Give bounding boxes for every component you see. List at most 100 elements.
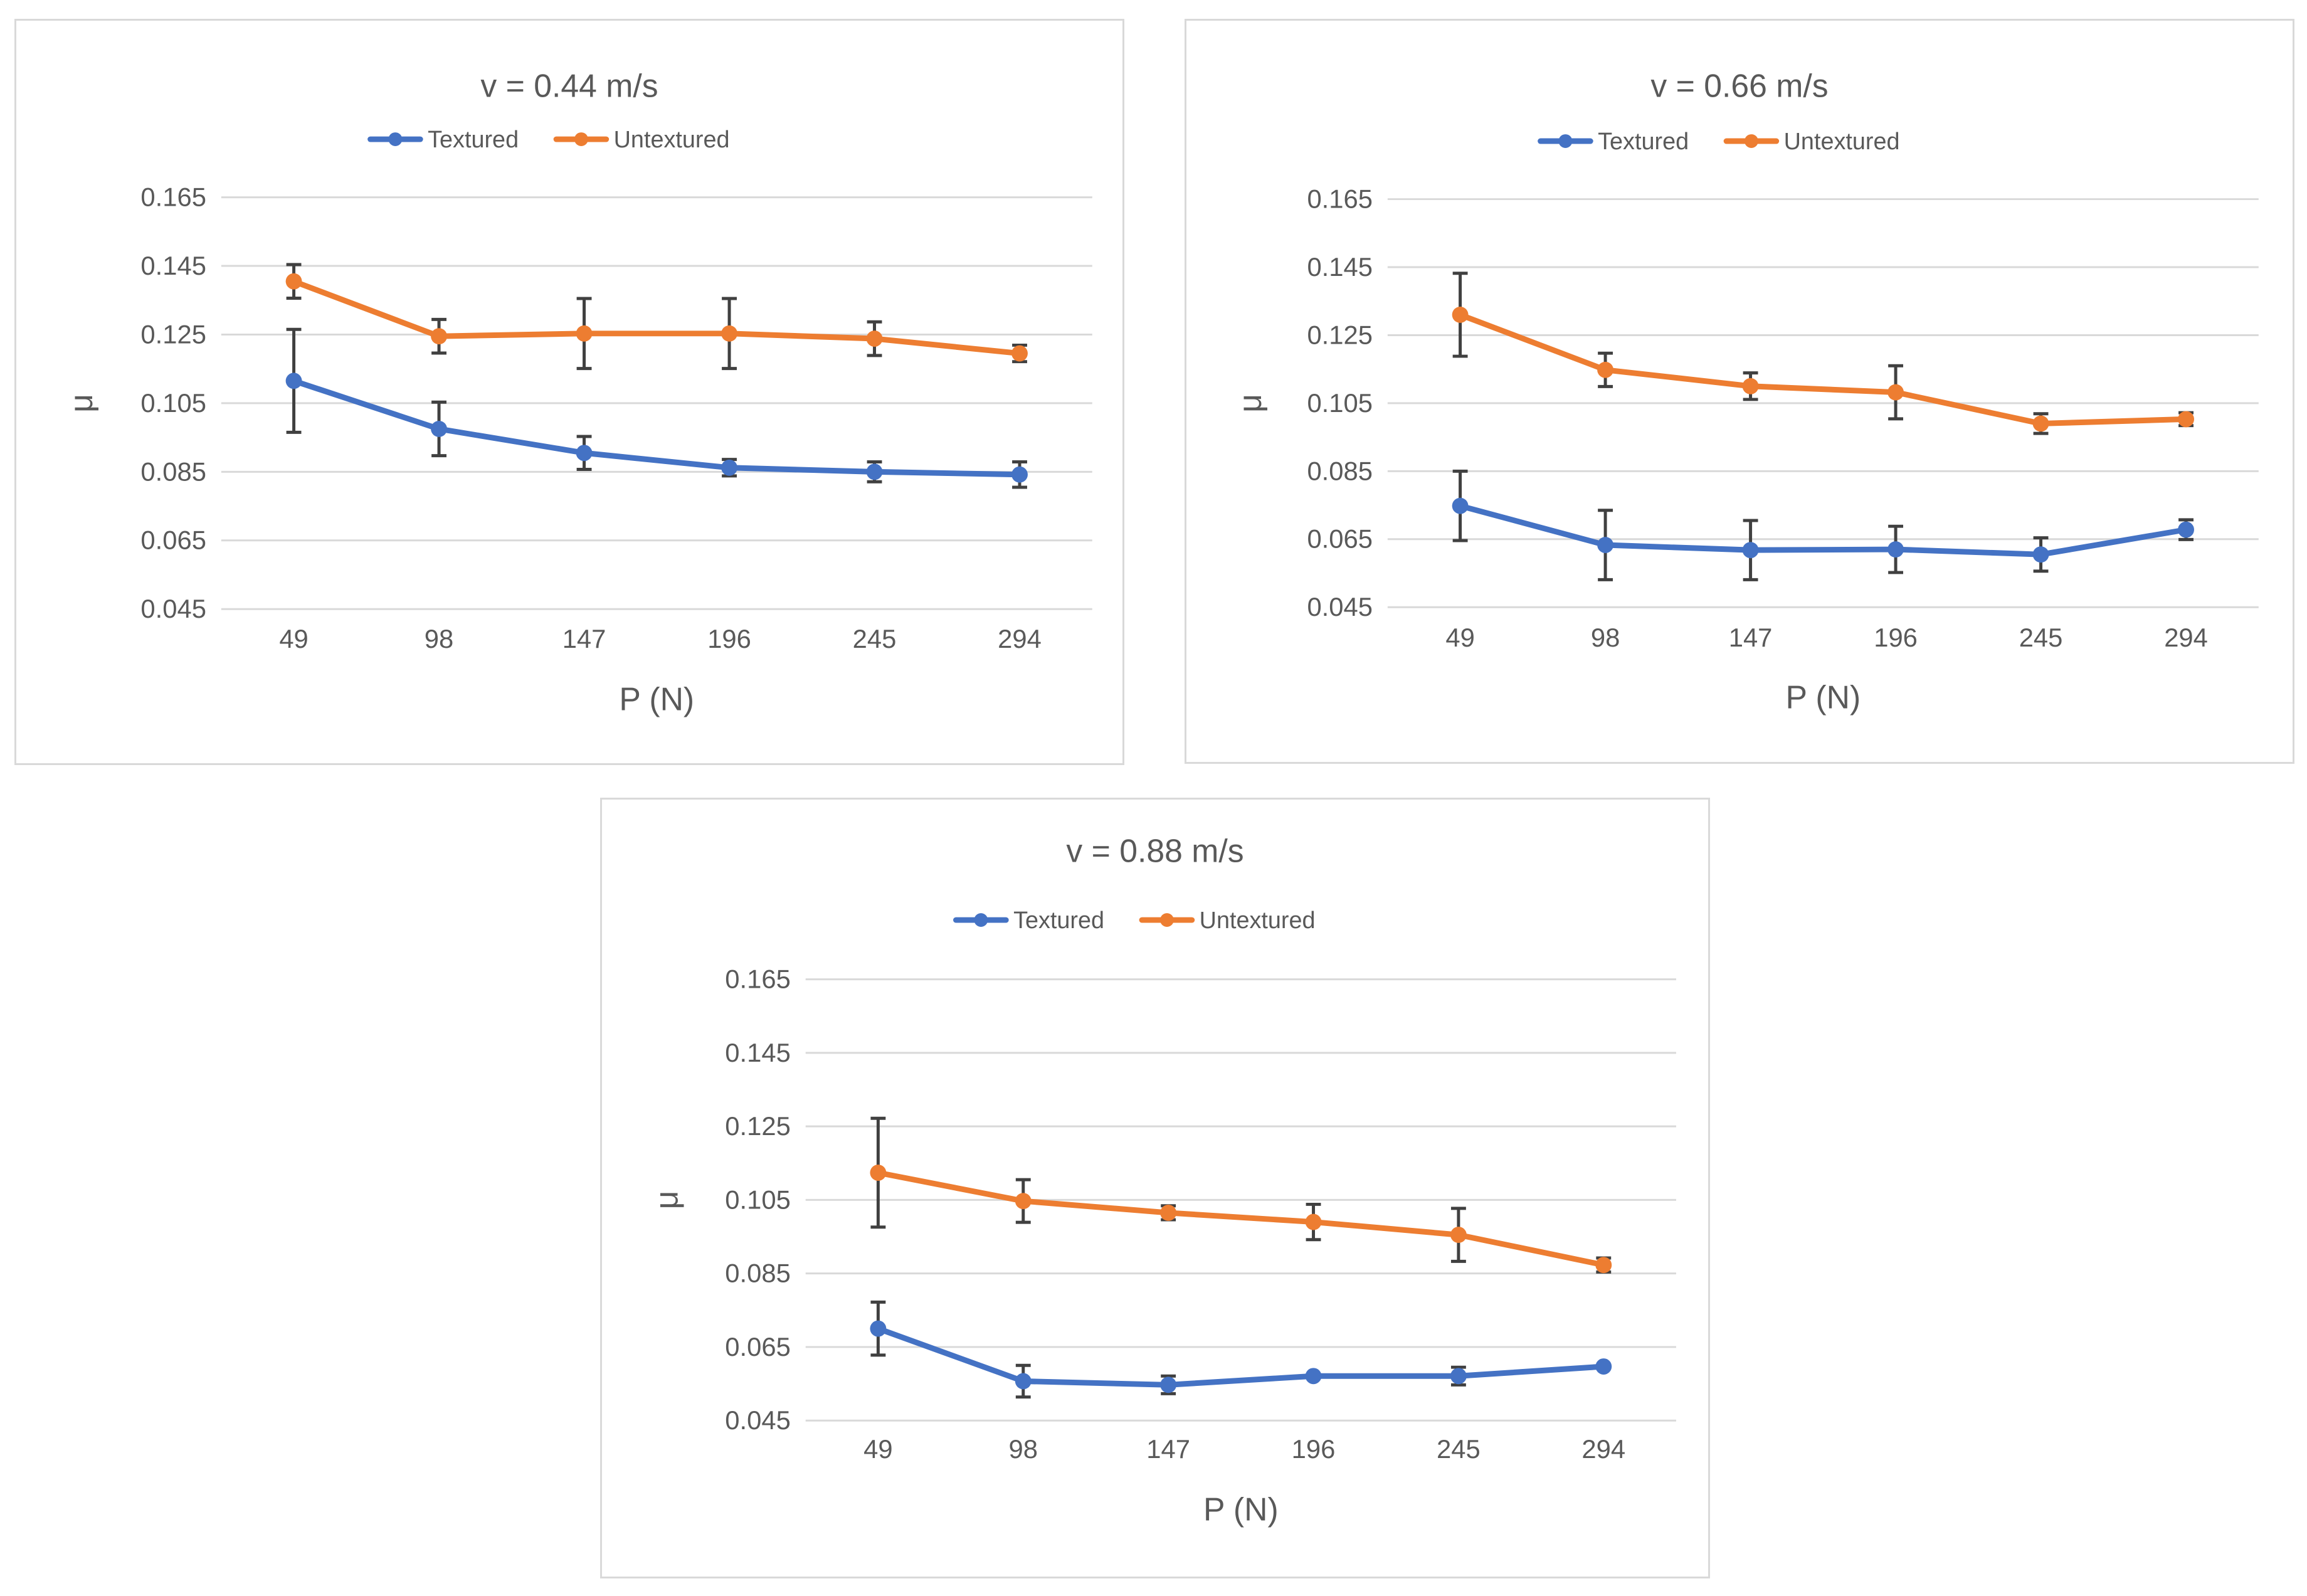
y-tick-label: 0.105 (140, 388, 206, 418)
data-point-textured (866, 463, 883, 480)
y-tick-label: 0.065 (1307, 524, 1373, 554)
x-axis-title: P (N) (1203, 1491, 1279, 1527)
x-tick-label: 196 (1874, 623, 1918, 652)
legend-entry-textured: Textured (1538, 129, 1689, 155)
legend: Textured Untextured (1538, 129, 1900, 155)
chart-svg-v044: v = 0.44 m/s Textured Untextured 0.045 0.065… (63, 67, 1092, 717)
data-point-textured (285, 373, 302, 389)
legend-marker (974, 913, 988, 927)
y-tick-label: 0.045 (140, 594, 206, 623)
y-tick-label: 0.045 (1307, 592, 1373, 621)
data-point-textured (1452, 497, 1469, 514)
data-point-untextured (866, 330, 883, 347)
chart-title: v = 0.66 m/s (1650, 67, 1828, 103)
x-tick-label: 294 (998, 624, 1042, 653)
y-tick-label: 0.145 (1307, 252, 1373, 282)
legend-marker (1744, 134, 1758, 148)
x-tick-label: 147 (562, 624, 606, 653)
y-tick-label: 0.165 (725, 964, 791, 994)
series-line-untextured (291, 278, 1023, 357)
x-tick-label: 196 (1292, 1434, 1336, 1464)
y-axis-title: μ (1232, 394, 1268, 413)
chart-svg-v066: v = 0.66 m/s Textured Untextured 0.045 0.065… (1232, 67, 2259, 715)
data-point-untextured (1597, 361, 1614, 378)
x-tick-label: 49 (279, 624, 308, 653)
data-point-textured (1160, 1377, 1177, 1393)
data-point-textured (1011, 466, 1028, 483)
y-tick-label: 0.165 (140, 182, 206, 212)
legend-label: Untextured (1784, 129, 1900, 155)
legend-entry-textured: Textured (367, 127, 519, 153)
data-point-textured (1742, 542, 1759, 559)
data-point-textured (431, 421, 447, 437)
y-tick-label: 0.165 (1307, 184, 1373, 213)
data-point-textured (1597, 537, 1614, 553)
chart-panel-v044: v = 0.44 m/s Textured Untextured 0.045 0.065… (14, 19, 1124, 765)
series-line-untextured (875, 1170, 1607, 1268)
data-point-untextured (1595, 1257, 1612, 1274)
data-point-untextured (576, 325, 593, 342)
y-axis-title: μ (63, 394, 99, 413)
data-point-textured (721, 459, 737, 476)
y-tick-label: 0.085 (1307, 456, 1373, 485)
legend-label: Textured (1013, 907, 1104, 934)
chart-title: v = 0.88 m/s (1066, 833, 1243, 869)
data-point-textured (1305, 1368, 1322, 1385)
data-point-untextured (1887, 384, 1904, 401)
series-line-textured (875, 1326, 1607, 1388)
y-tick-label: 0.105 (1307, 388, 1373, 418)
y-tick-label: 0.125 (725, 1111, 791, 1141)
y-tick-label: 0.085 (140, 457, 206, 486)
data-point-untextured (285, 273, 302, 290)
legend-marker (574, 132, 588, 146)
chart-panel-v066: v = 0.66 m/s Textured Untextured 0.045 0.065… (1185, 19, 2294, 764)
legend-label: Textured (1598, 129, 1689, 155)
legend-marker (388, 132, 403, 146)
data-point-textured (1595, 1358, 1612, 1375)
data-point-textured (870, 1320, 887, 1337)
legend-marker (1159, 913, 1174, 927)
chart-title: v = 0.44 m/s (480, 67, 658, 103)
y-axis-title: μ (648, 1191, 685, 1210)
x-axis-title: P (N) (1785, 679, 1861, 715)
legend-entry-untextured: Untextured (1139, 907, 1316, 934)
legend-label: Untextured (614, 127, 730, 153)
data-point-untextured (1452, 306, 1469, 323)
data-point-untextured (1015, 1193, 1032, 1210)
y-tick-label: 0.145 (140, 251, 206, 280)
y-tick-label: 0.125 (140, 319, 206, 349)
x-tick-label: 98 (425, 624, 453, 653)
y-tick-label: 0.145 (725, 1038, 791, 1067)
x-tick-label: 147 (1729, 623, 1773, 652)
data-point-untextured (1305, 1213, 1322, 1230)
data-point-textured (1015, 1373, 1032, 1390)
x-tick-label: 147 (1146, 1434, 1190, 1464)
y-tick-label: 0.125 (1307, 320, 1373, 349)
legend-label: Textured (428, 127, 519, 153)
series-line-untextured (1457, 312, 2189, 426)
x-tick-label: 49 (1445, 623, 1474, 652)
data-point-untextured (1742, 378, 1759, 394)
legend-entry-untextured: Untextured (1723, 129, 1900, 155)
series-line-textured (1457, 503, 2189, 558)
x-tick-label: 245 (2019, 623, 2063, 652)
data-point-untextured (721, 325, 737, 342)
data-point-untextured (1011, 345, 1028, 362)
data-point-textured (1450, 1368, 1467, 1385)
x-tick-label: 98 (1009, 1434, 1038, 1464)
data-point-untextured (1450, 1227, 1467, 1244)
data-point-textured (1887, 541, 1904, 558)
data-point-textured (576, 445, 593, 462)
x-axis-title: P (N) (619, 680, 694, 717)
x-tick-label: 245 (1437, 1434, 1481, 1464)
y-tick-label: 0.085 (725, 1259, 791, 1288)
x-tick-label: 98 (1591, 623, 1620, 652)
series-line-textured (291, 378, 1023, 478)
data-point-untextured (431, 328, 447, 345)
legend-label: Untextured (1200, 907, 1316, 934)
data-point-untextured (2032, 415, 2049, 432)
data-point-untextured (2178, 411, 2194, 428)
y-tick-label: 0.045 (725, 1405, 791, 1435)
x-tick-label: 49 (863, 1434, 892, 1464)
legend: Textured Untextured (953, 907, 1316, 934)
